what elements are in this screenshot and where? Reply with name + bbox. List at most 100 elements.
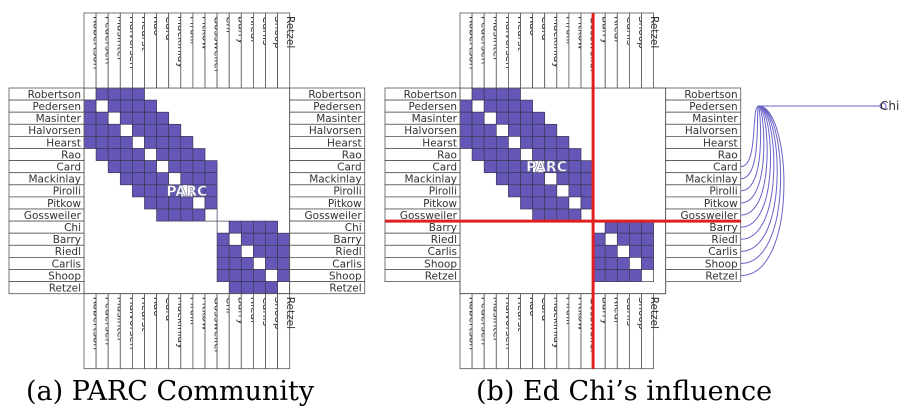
matrix-center-label: PARC	[526, 160, 567, 176]
matrix-cell	[132, 172, 145, 186]
matrix-cell	[156, 136, 170, 149]
matrix-cell	[520, 111, 533, 125]
row-label-box	[8, 281, 85, 295]
matrix-cell	[532, 123, 546, 137]
matrix-cell	[277, 257, 291, 270]
column-label-box	[641, 12, 655, 89]
matrix-cell	[192, 160, 206, 174]
matrix-cell	[253, 257, 266, 270]
influence-edge	[740, 105, 880, 192]
matrix-cell	[107, 87, 121, 101]
matrix-cell	[144, 148, 157, 161]
matrix-cell	[107, 160, 121, 174]
matrix-cell	[240, 281, 254, 295]
matrix-cell	[544, 123, 558, 137]
matrix-cell	[132, 87, 145, 101]
row-label-right: Mackinlay	[309, 174, 362, 186]
matrix-cell	[532, 196, 546, 210]
matrix-cell	[240, 244, 254, 258]
matrix-cell	[508, 184, 521, 198]
matrix-cell	[532, 208, 546, 222]
row-label-right: Gossweiler	[681, 210, 739, 222]
matrix-cell	[592, 269, 606, 282]
matrix-cell	[83, 99, 97, 113]
matrix-cell	[265, 220, 278, 234]
matrix-cell	[253, 244, 266, 258]
matrix-cell	[119, 160, 133, 174]
matrix-cell	[265, 257, 278, 270]
matrix-cell	[216, 257, 230, 270]
row-label-left: Rao	[61, 149, 81, 161]
row-label-right: Shoop	[329, 270, 362, 282]
matrix-cell	[495, 148, 509, 161]
matrix-cell	[483, 160, 497, 174]
matrix-cell	[83, 123, 97, 137]
row-label-left: Hearst	[422, 137, 457, 149]
matrix-cell	[265, 232, 278, 246]
row-label-right: Retzel	[705, 270, 737, 282]
row-label-left: Retzel	[425, 270, 457, 282]
matrix-cell	[580, 196, 594, 210]
matrix-cell	[107, 136, 121, 149]
matrix-cell	[144, 111, 157, 125]
row-label-right: Mackinlay	[685, 174, 738, 186]
row-label-left: Masinter	[412, 113, 458, 125]
matrix-cell	[580, 172, 594, 186]
matrix-cell	[204, 160, 218, 174]
row-label-right: Pedersen	[689, 101, 737, 113]
matrix-cell	[144, 184, 157, 198]
matrix-cell	[508, 136, 521, 149]
matrix-cell	[495, 99, 509, 113]
matrix-cell	[471, 148, 485, 161]
matrix-cell	[107, 123, 121, 137]
influence-edge	[740, 105, 880, 252]
matrix-cell	[532, 111, 546, 125]
row-label-box	[384, 269, 461, 283]
matrix-cell	[277, 232, 291, 246]
column-label-box	[277, 293, 291, 370]
row-label-left: Mackinlay	[29, 174, 82, 186]
matrix-cell	[95, 111, 109, 125]
column-label-top: Retzel	[284, 16, 296, 48]
matrix-cell	[568, 148, 582, 161]
row-label-left: Halvorsen	[404, 125, 457, 137]
matrix-cell	[629, 232, 642, 246]
matrix-cell	[641, 244, 654, 258]
column-label-bottom: Retzel	[648, 297, 660, 329]
matrix-cell	[495, 160, 509, 174]
row-label-left: Card	[432, 162, 457, 174]
matrix-cell	[580, 208, 594, 222]
row-label-right: Halvorsen	[309, 125, 362, 137]
matrix-cell	[132, 184, 145, 198]
matrix-cell	[253, 269, 266, 282]
matrix-cell	[216, 232, 230, 246]
matrix-cell	[132, 123, 145, 137]
matrix-cell	[568, 160, 582, 174]
matrix-cell	[144, 160, 157, 174]
row-label-left: Carlis	[52, 258, 81, 270]
matrix-cell	[604, 244, 618, 258]
matrix-cell	[616, 232, 630, 246]
row-label-right: Robertson	[684, 89, 737, 101]
matrix-cell	[119, 111, 133, 125]
row-label-left: Masinter	[36, 113, 82, 125]
matrix-cell	[592, 220, 606, 234]
matrix-cell	[156, 208, 170, 222]
matrix-cell	[471, 99, 485, 113]
row-label-right: Hearst	[327, 137, 362, 149]
row-label-right: Riedl	[335, 246, 361, 258]
matrix-cell	[265, 244, 278, 258]
matrix-cell	[180, 148, 194, 161]
row-label-right: Shoop	[705, 258, 738, 270]
matrix-cell	[520, 136, 533, 149]
row-label-left: Robertson	[28, 89, 81, 101]
matrix-cell	[616, 269, 630, 282]
matrix-cell	[556, 136, 570, 149]
matrix-cell	[616, 257, 630, 270]
caption-b: (b) Ed Chi’s influence	[476, 376, 773, 407]
row-label-right: Riedl	[711, 234, 737, 246]
matrix-cell	[495, 123, 509, 137]
row-label-left: Robertson	[404, 89, 457, 101]
matrix-cell	[604, 269, 618, 282]
matrix-cell	[641, 257, 654, 270]
